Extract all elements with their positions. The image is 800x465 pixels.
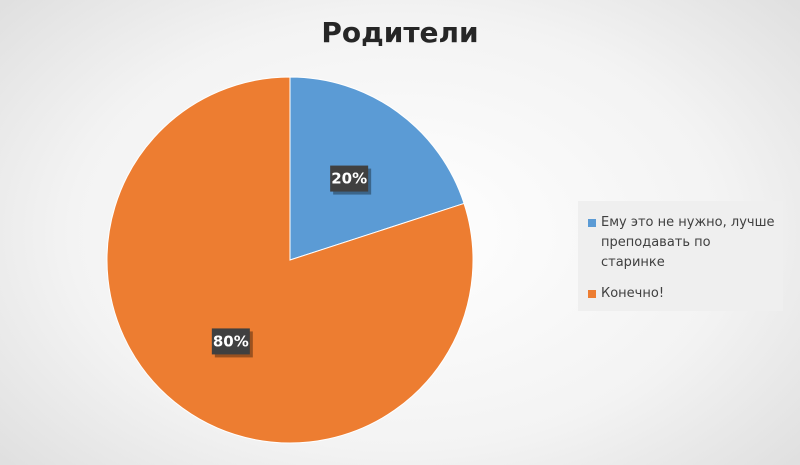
legend-swatch-2 (588, 290, 596, 298)
legend-item-2: Конечно! (588, 284, 775, 304)
data-label-box-2 (211, 328, 250, 355)
legend-item-1: Ему это не нужно, лучше преподавать по с… (588, 213, 775, 273)
chart-title: Родители (321, 16, 479, 49)
pie-slice-1 (289, 76, 465, 261)
data-label-2: 80% (211, 328, 253, 358)
legend-swatch-1 (588, 219, 596, 227)
data-label-1: 20% (330, 165, 372, 195)
legend-label-2: Конечно! (601, 286, 665, 301)
data-label-text-1: 20% (331, 170, 367, 188)
legend: Ему это не нужно, лучше преподавать по с… (578, 201, 783, 311)
pie-slice-2 (106, 76, 474, 444)
data-label-text-2: 80% (213, 332, 249, 350)
data-label-box-1 (330, 165, 369, 192)
legend-label-1: Ему это не нужно, лучше преподавать по с… (601, 215, 775, 270)
